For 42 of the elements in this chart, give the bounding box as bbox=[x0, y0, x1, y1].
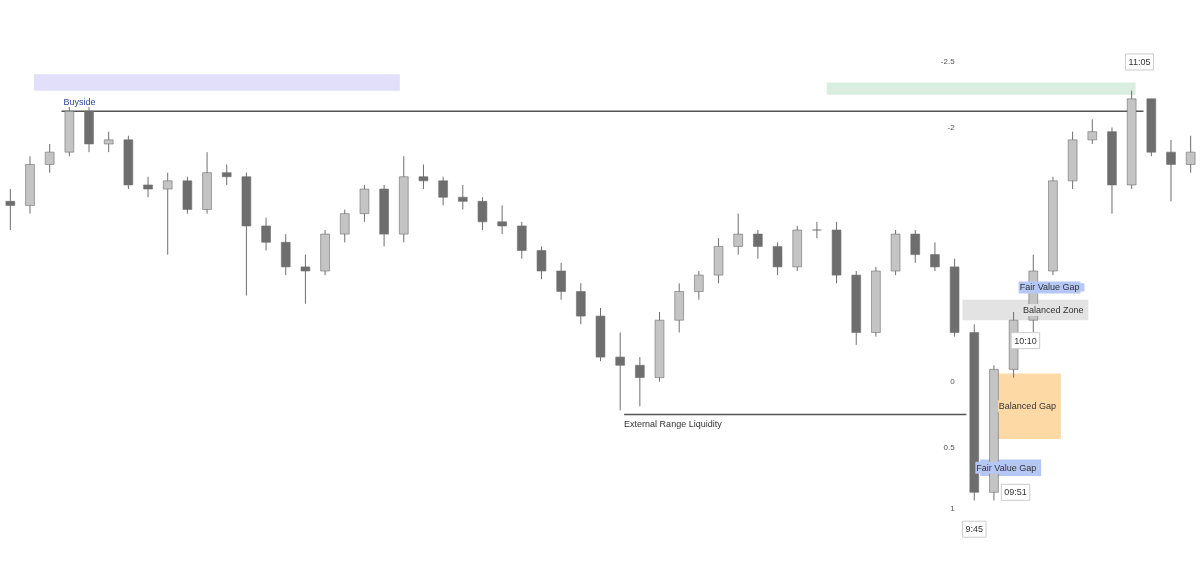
annotation: 0.5 bbox=[943, 442, 956, 452]
candlestick bbox=[162, 172, 173, 256]
annotation: -2 bbox=[947, 123, 956, 133]
text: -2.5 bbox=[940, 57, 956, 67]
band-label: Balanced Zone bbox=[1022, 304, 1084, 315]
candlestick bbox=[694, 270, 704, 301]
candlestick bbox=[497, 204, 507, 235]
candlestick bbox=[222, 163, 232, 186]
candlestick bbox=[536, 245, 547, 280]
band-label: Fair Value Gap bbox=[976, 462, 1037, 473]
candlestick bbox=[477, 196, 488, 231]
band-label: Balanced Gap bbox=[998, 401, 1056, 412]
candlestick bbox=[340, 209, 350, 243]
candlestick bbox=[1166, 139, 1176, 202]
ref-line-label: External Range Liquidity bbox=[624, 418, 723, 429]
candlestick bbox=[615, 331, 625, 411]
candlestick bbox=[103, 131, 114, 153]
candlestick bbox=[930, 241, 940, 272]
candlestick bbox=[556, 262, 566, 301]
text: 11:05 bbox=[1128, 56, 1151, 67]
candlestick bbox=[438, 176, 448, 206]
ref-line-label: Buyside bbox=[63, 97, 96, 108]
text: 1 bbox=[950, 504, 956, 514]
candlestick bbox=[753, 229, 763, 260]
annotation: 10:10 bbox=[1014, 335, 1037, 346]
annotation: 09:51 bbox=[1004, 487, 1027, 498]
candlestick bbox=[458, 184, 468, 211]
candlestick bbox=[772, 241, 783, 276]
annotation: 0 bbox=[950, 377, 956, 387]
candlestick bbox=[418, 163, 429, 190]
candlestick bbox=[1185, 135, 1196, 174]
candlestick bbox=[733, 213, 743, 256]
candlestick bbox=[143, 176, 153, 198]
candlestick bbox=[44, 143, 55, 174]
candlestick bbox=[1087, 118, 1098, 145]
candlestick bbox=[300, 254, 311, 305]
candlestick bbox=[635, 356, 645, 407]
candlestick bbox=[812, 221, 822, 239]
candlestick bbox=[5, 188, 16, 231]
candlestick bbox=[261, 217, 271, 252]
candlestick bbox=[910, 229, 920, 264]
text: 9:45 bbox=[965, 524, 984, 535]
